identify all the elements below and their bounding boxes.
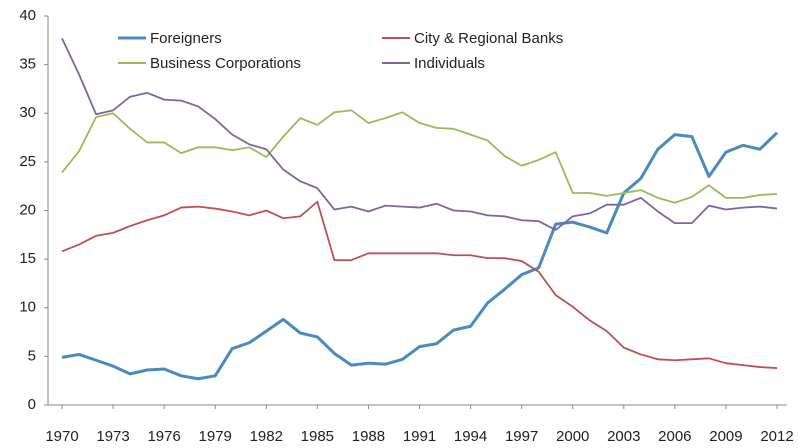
- legend-label: Business Corporations: [150, 55, 301, 72]
- x-tick-label: 1976: [147, 428, 180, 445]
- x-tick-label: 1994: [454, 428, 487, 445]
- y-tick-label: 25: [19, 153, 36, 170]
- x-tick-label: 1991: [403, 428, 436, 445]
- x-tick-label: 2009: [709, 428, 742, 445]
- x-tick-label: 1997: [505, 428, 538, 445]
- x-tick-label: 1979: [199, 428, 232, 445]
- y-tick-label: 40: [19, 7, 36, 24]
- y-tick-label: 0: [28, 396, 36, 413]
- series-line: [61, 37, 778, 231]
- y-tick-label: 20: [19, 201, 36, 218]
- legend-label: Foreigners: [150, 30, 222, 47]
- x-tick-label: 2003: [607, 428, 640, 445]
- legend-label: City & Regional Banks: [414, 30, 563, 47]
- series-line: [61, 131, 779, 381]
- x-tick-label: 2000: [556, 428, 589, 445]
- legend-label: Individuals: [414, 55, 485, 72]
- y-tick-label: 5: [28, 347, 36, 364]
- y-tick-label: 35: [19, 56, 36, 73]
- x-tick-label: 1982: [250, 428, 283, 445]
- x-tick-label: 1988: [352, 428, 385, 445]
- y-tick-label: 10: [19, 299, 36, 316]
- y-tick-label: 30: [19, 104, 36, 121]
- x-tick-label: 2006: [658, 428, 691, 445]
- x-tick-label: 1985: [301, 428, 334, 445]
- x-tick-label: 1970: [45, 428, 78, 445]
- series-line: [61, 109, 778, 204]
- x-tick-label: 1973: [96, 428, 129, 445]
- x-tick-label: 2012: [760, 428, 793, 445]
- series-line: [61, 200, 778, 369]
- y-tick-label: 15: [19, 250, 36, 267]
